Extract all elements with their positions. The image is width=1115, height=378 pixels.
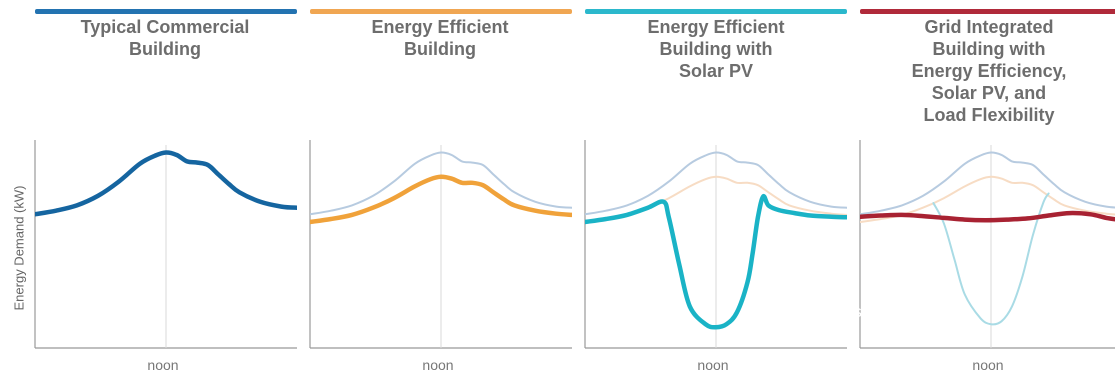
panel-1 <box>34 9 297 349</box>
panel-top-bar-1 <box>35 9 297 14</box>
panel-title-typical: Typical Commercial Building <box>80 17 250 59</box>
series-flexible-demand-4 <box>860 210 1115 223</box>
panel-2 <box>309 9 572 349</box>
panel-title-solar: Energy Efficient Building with Solar PV <box>647 17 785 81</box>
panel-top-bar-4 <box>860 9 1115 14</box>
series-efficient-4 <box>860 175 1115 223</box>
panel-title-efficient: Energy Efficient Building <box>371 17 509 59</box>
panel-series-group-3 <box>585 151 847 330</box>
x-tick-noon-3: noon <box>697 357 729 373</box>
series-solar-net-4 <box>932 192 1050 326</box>
panel-series-group-2 <box>310 151 572 225</box>
x-tick-noon-4: noon <box>972 357 1004 373</box>
series-baseline-2 <box>310 151 572 216</box>
panel-4 <box>859 9 1115 349</box>
y-axis-label: Energy Demand (kW) <box>11 185 27 311</box>
source-credit: Source: PNNL/LBNL <box>853 305 973 320</box>
series-demand-2 <box>310 174 572 225</box>
panel-series-group-4 <box>860 151 1115 326</box>
series-demand-1 <box>35 150 297 217</box>
panel-title-grid: Grid Integrated Building with Energy Eff… <box>911 17 1067 125</box>
panel-top-bar-3 <box>585 9 847 14</box>
series-baseline-4 <box>860 151 1115 216</box>
panel-top-bar-2 <box>310 9 572 14</box>
series-net-demand-3 <box>585 193 847 330</box>
x-tick-noon-1: noon <box>147 357 179 373</box>
panel-3 <box>584 9 847 349</box>
panel-series-group-1 <box>35 150 297 217</box>
series-baseline-3 <box>585 151 847 216</box>
x-tick-noon-2: noon <box>422 357 454 373</box>
